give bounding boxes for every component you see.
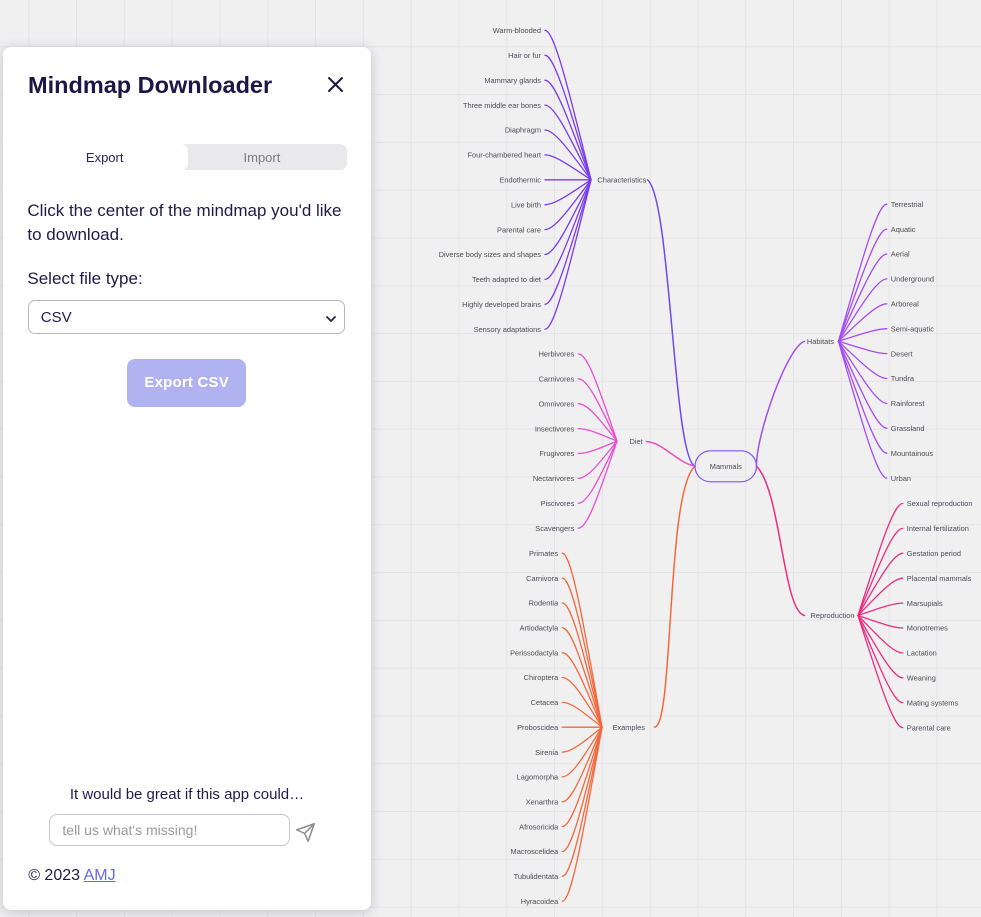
svg-text:Hyracoidea: Hyracoidea [521, 897, 559, 906]
svg-text:Live birth: Live birth [511, 200, 541, 209]
svg-text:Perissodactyla: Perissodactyla [510, 648, 559, 657]
svg-text:Herbivores: Herbivores [539, 350, 575, 359]
svg-text:Nectarivores: Nectarivores [533, 474, 575, 483]
svg-text:Parental care: Parental care [907, 723, 951, 732]
svg-text:Sexual reproduction: Sexual reproduction [907, 499, 973, 508]
svg-text:Tundra: Tundra [891, 374, 915, 383]
svg-text:Sensory adaptations: Sensory adaptations [474, 325, 542, 334]
svg-text:Frugivores: Frugivores [539, 449, 574, 458]
svg-text:Marsupials: Marsupials [907, 599, 943, 608]
svg-text:Rainforest: Rainforest [891, 399, 925, 408]
svg-text:Semi-aquatic: Semi-aquatic [891, 324, 934, 333]
svg-text:Arboreal: Arboreal [891, 300, 919, 309]
svg-text:Mountainous: Mountainous [891, 449, 934, 458]
svg-text:Proboscidea: Proboscidea [517, 723, 559, 732]
svg-text:Grassland: Grassland [891, 424, 925, 433]
svg-text:Examples: Examples [613, 723, 646, 732]
svg-text:Warm-blooded: Warm-blooded [493, 26, 541, 35]
svg-text:Monotremes: Monotremes [907, 624, 948, 633]
svg-text:Weaning: Weaning [907, 674, 936, 683]
svg-text:Terrestrial: Terrestrial [891, 200, 924, 209]
svg-text:Four-chambered heart: Four-chambered heart [467, 151, 541, 160]
svg-text:Diverse body sizes and shapes: Diverse body sizes and shapes [439, 250, 542, 259]
svg-text:Underground: Underground [891, 275, 934, 284]
svg-text:Artiodactyla: Artiodactyla [520, 624, 560, 633]
svg-text:Teeth adapted to diet: Teeth adapted to diet [472, 275, 541, 284]
svg-text:Internal fertilization: Internal fertilization [907, 524, 969, 533]
svg-text:Habitats: Habitats [807, 337, 834, 346]
svg-text:Insectivores: Insectivores [535, 424, 575, 433]
svg-text:Cetacea: Cetacea [531, 698, 559, 707]
svg-text:Parental care: Parental care [497, 225, 541, 234]
svg-text:Placental mammals: Placental mammals [907, 574, 972, 583]
svg-text:Urban: Urban [891, 474, 911, 483]
svg-text:Omnivores: Omnivores [539, 399, 575, 408]
svg-text:Rodentia: Rodentia [529, 599, 559, 608]
svg-text:Aquatic: Aquatic [891, 225, 916, 234]
svg-text:Mammary glands: Mammary glands [484, 76, 541, 85]
svg-text:Piscivores: Piscivores [541, 499, 575, 508]
svg-text:Carnivora: Carnivora [526, 574, 559, 583]
svg-text:Afrosoricida: Afrosoricida [519, 822, 559, 831]
svg-text:Tubulidentata: Tubulidentata [514, 872, 559, 881]
svg-text:Lagomorpha: Lagomorpha [517, 773, 559, 782]
svg-text:Aerial: Aerial [891, 250, 910, 259]
svg-text:Chiroptera: Chiroptera [524, 673, 559, 682]
svg-text:Diaphragm: Diaphragm [505, 126, 541, 135]
svg-text:Scavengers: Scavengers [535, 524, 574, 533]
svg-text:Desert: Desert [891, 349, 913, 358]
svg-text:Carnivores: Carnivores [539, 375, 575, 384]
svg-text:Lactation: Lactation [907, 649, 937, 658]
svg-text:Characteristics: Characteristics [597, 176, 646, 185]
svg-text:Endothermic: Endothermic [500, 176, 542, 185]
svg-text:Mammals: Mammals [710, 462, 742, 471]
svg-text:Mating systems: Mating systems [907, 698, 959, 707]
svg-text:Reproduction: Reproduction [811, 611, 855, 620]
svg-text:Diet: Diet [630, 437, 643, 446]
svg-text:Sirenia: Sirenia [535, 748, 559, 757]
svg-text:Hair or fur: Hair or fur [508, 51, 541, 60]
svg-text:Primates: Primates [529, 549, 558, 558]
svg-text:Highly developed brains: Highly developed brains [462, 300, 541, 309]
svg-text:Gestation period: Gestation period [907, 549, 961, 558]
svg-text:Three middle ear bones: Three middle ear bones [463, 101, 541, 110]
svg-text:Macroscelidea: Macroscelidea [511, 847, 560, 856]
svg-text:Xenarthra: Xenarthra [526, 798, 559, 807]
